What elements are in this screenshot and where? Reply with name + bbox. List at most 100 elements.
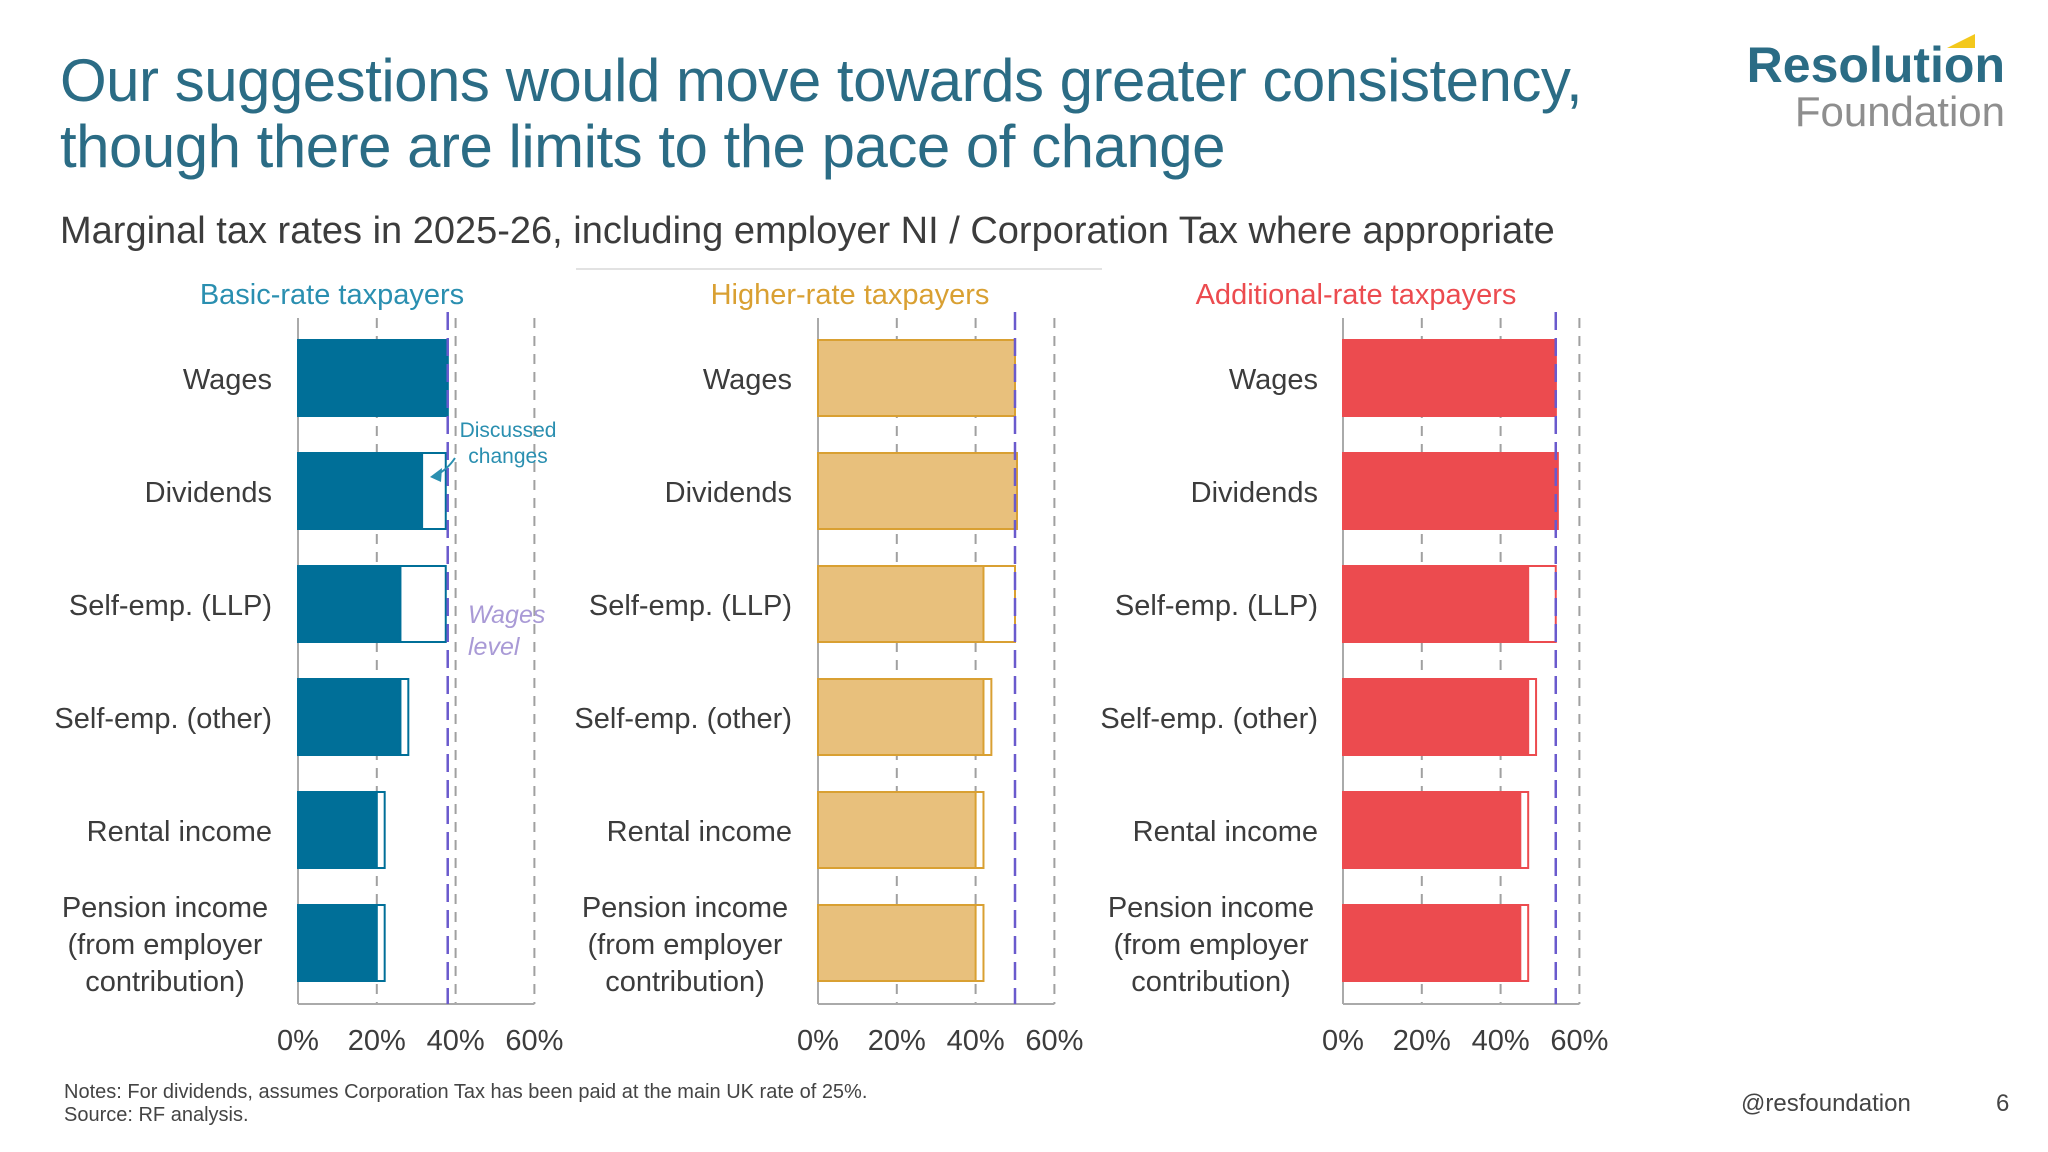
bar-current-rate bbox=[817, 339, 1016, 417]
category-label-line: Pension income bbox=[62, 892, 268, 924]
annotation-line: Wages bbox=[468, 601, 545, 629]
category-label-line: Pension income bbox=[582, 892, 788, 924]
category-label-line: Wages bbox=[183, 364, 272, 396]
category-label-line: (from employer bbox=[1114, 929, 1309, 961]
twitter-handle: @resfoundation bbox=[1741, 1090, 1911, 1117]
category-label: Pension income (from employer contribution… bbox=[62, 892, 268, 998]
chart-subtitle: Marginal tax rates in 2025-26, including… bbox=[60, 210, 1555, 252]
category-label: Self-emp. (LLP) bbox=[589, 590, 792, 622]
bar-current-rate bbox=[1342, 565, 1530, 643]
category-label: Pension income (from employer contribution… bbox=[582, 892, 788, 998]
category-label: Self-emp. (LLP) bbox=[1115, 590, 1318, 622]
panel-title: Basic-rate taxpayers bbox=[200, 279, 464, 311]
category-label-line: Dividends bbox=[145, 477, 272, 509]
x-tick-label: 0% bbox=[797, 1025, 839, 1057]
bar-current-rate bbox=[297, 791, 378, 869]
bar-current-rate bbox=[817, 904, 977, 982]
x-tick-label: 0% bbox=[1322, 1025, 1364, 1057]
category-label-line: Self-emp. (LLP) bbox=[69, 590, 272, 622]
logo-word-resolution: Resolution bbox=[1735, 34, 2005, 90]
x-tick-label: 20% bbox=[1393, 1025, 1451, 1057]
bar-current-rate bbox=[1342, 452, 1559, 530]
category-label-line: Pension income bbox=[1108, 892, 1314, 924]
chart-panel-0: Basic-rate taxpayers Wages Dividends Self-e… bbox=[54, 279, 563, 1057]
category-label-line: contribution) bbox=[85, 966, 245, 998]
category-label: Dividends bbox=[1191, 477, 1318, 509]
x-tick-label: 60% bbox=[1025, 1025, 1083, 1057]
annotation-line: level bbox=[468, 633, 521, 661]
category-label-line: Self-emp. (other) bbox=[574, 703, 792, 735]
logo-word-foundation: Foundation bbox=[1794, 88, 2005, 135]
bar-current-rate bbox=[817, 565, 985, 643]
bar-current-rate bbox=[1342, 339, 1557, 417]
category-label-line: (from employer bbox=[68, 929, 263, 961]
category-label: Wages bbox=[703, 364, 792, 396]
category-label-line: Self-emp. (other) bbox=[54, 703, 272, 735]
bar-current-rate bbox=[1342, 904, 1522, 982]
category-label: Dividends bbox=[145, 477, 272, 509]
category-label-line: Self-emp. (LLP) bbox=[589, 590, 792, 622]
title-line-2: though there are limits to the pace of c… bbox=[60, 113, 1225, 180]
x-tick-label: 40% bbox=[427, 1025, 485, 1057]
category-label: Pension income (from employer contribution… bbox=[1108, 892, 1314, 998]
category-label-line: Wages bbox=[703, 364, 792, 396]
category-label-line: Self-emp. (other) bbox=[1100, 703, 1318, 735]
notes-text: Notes: For dividends, assumes Corporatio… bbox=[64, 1081, 868, 1103]
bar-current-rate bbox=[297, 678, 402, 756]
category-label: Self-emp. (other) bbox=[1100, 703, 1318, 735]
x-tick-label: 40% bbox=[947, 1025, 1005, 1057]
category-label-line: Self-emp. (LLP) bbox=[1115, 590, 1318, 622]
x-tick-label: 20% bbox=[348, 1025, 406, 1057]
category-label-line: (from employer bbox=[588, 929, 783, 961]
source-text: Source: RF analysis. bbox=[64, 1104, 249, 1126]
x-tick-label: 60% bbox=[505, 1025, 563, 1057]
category-label-line: Dividends bbox=[665, 477, 792, 509]
bar-current-rate bbox=[817, 791, 977, 869]
panel-title: Additional-rate taxpayers bbox=[1196, 279, 1517, 311]
category-label-line: Rental income bbox=[1133, 816, 1318, 848]
chart-notes: Notes: For dividends, assumes Corporatio… bbox=[64, 1081, 867, 1127]
category-label-line: contribution) bbox=[605, 966, 765, 998]
x-tick-label: 60% bbox=[1550, 1025, 1608, 1057]
chart-panel-2: Additional-rate taxpayers Wages Dividends S… bbox=[1100, 279, 1608, 1057]
annotation-line: Discussed bbox=[460, 419, 557, 442]
title-line-1: Our suggestions would move towards great… bbox=[60, 47, 1583, 114]
annotation-wages-level: Wages level bbox=[468, 601, 545, 661]
bar-current-rate bbox=[297, 339, 449, 417]
category-label-line: Wages bbox=[1229, 364, 1318, 396]
bar-current-rate bbox=[297, 452, 424, 530]
category-label: Rental income bbox=[87, 816, 272, 848]
category-label-line: Rental income bbox=[87, 816, 272, 848]
divider bbox=[576, 268, 1102, 270]
logo-flag-icon bbox=[1947, 34, 1975, 48]
category-label-line: Rental income bbox=[607, 816, 792, 848]
bar-current-rate bbox=[1342, 791, 1522, 869]
category-label: Dividends bbox=[665, 477, 792, 509]
panel-title: Higher-rate taxpayers bbox=[711, 279, 990, 311]
bar-current-rate bbox=[297, 565, 402, 643]
category-label: Self-emp. (other) bbox=[54, 703, 272, 735]
annotation-line: changes bbox=[468, 445, 547, 468]
category-label: Self-emp. (other) bbox=[574, 703, 792, 735]
x-tick-label: 0% bbox=[277, 1025, 319, 1057]
category-label-line: Dividends bbox=[1191, 477, 1318, 509]
slide-title: Our suggestions would move towards great… bbox=[60, 48, 1660, 180]
x-tick-label: 40% bbox=[1472, 1025, 1530, 1057]
bar-current-rate bbox=[297, 904, 378, 982]
bar-current-rate bbox=[817, 452, 1018, 530]
annotation-discussed-changes: Discussed changes bbox=[460, 419, 557, 468]
category-label-line: contribution) bbox=[1131, 966, 1291, 998]
resolution-foundation-logo: Resolution Foundation bbox=[1735, 34, 2005, 135]
chart-panel-1: Higher-rate taxpayers Wages Dividends Self-… bbox=[574, 279, 1083, 1057]
bar-current-rate bbox=[817, 678, 985, 756]
x-tick-label: 20% bbox=[868, 1025, 926, 1057]
arrowhead-icon bbox=[430, 468, 442, 482]
category-label: Rental income bbox=[1133, 816, 1318, 848]
page-number: 6 bbox=[1996, 1090, 2010, 1117]
category-label: Self-emp. (LLP) bbox=[69, 590, 272, 622]
category-label: Wages bbox=[1229, 364, 1318, 396]
bar-current-rate bbox=[1342, 678, 1530, 756]
category-label: Wages bbox=[183, 364, 272, 396]
category-label: Rental income bbox=[607, 816, 792, 848]
